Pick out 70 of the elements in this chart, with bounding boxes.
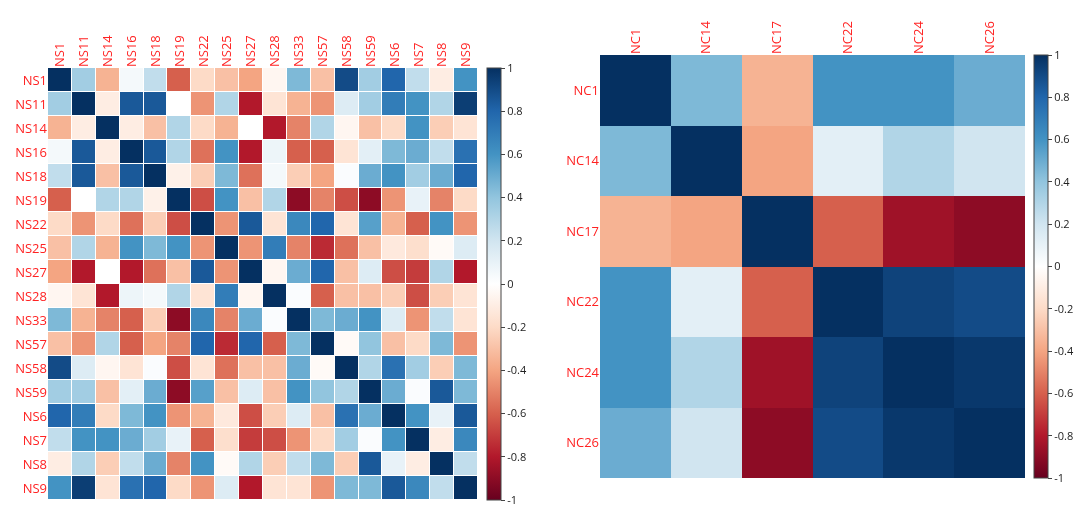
y-tick-label: NC24 bbox=[566, 362, 600, 381]
y-tick-label: NS25 bbox=[15, 238, 47, 257]
x-tick-label: NS57 bbox=[312, 35, 331, 67]
x-tick-label: NS16 bbox=[121, 35, 140, 67]
x-tick-label: NC1 bbox=[625, 28, 644, 54]
color-bar-label: 1 bbox=[507, 59, 514, 75]
x-tick-label: NS58 bbox=[336, 35, 355, 67]
x-tick-label: NS19 bbox=[169, 35, 188, 67]
color-bar-label: 0.2 bbox=[1054, 216, 1070, 232]
x-tick-label: NS8 bbox=[432, 42, 451, 67]
y-tick-label: NC22 bbox=[566, 292, 599, 311]
y-tick-label: NC26 bbox=[566, 433, 599, 452]
y-tick-label: NC17 bbox=[566, 221, 599, 240]
color-bar-label: -1 bbox=[1054, 469, 1065, 485]
color-bar-label: 1 bbox=[1054, 46, 1061, 62]
x-tick-label: NC14 bbox=[696, 20, 715, 54]
color-bar-label: -0.4 bbox=[1054, 342, 1074, 358]
color-bar-label: 0.4 bbox=[507, 189, 524, 205]
color-bar-label: 0.6 bbox=[1054, 131, 1070, 147]
y-tick-label: NS7 bbox=[22, 430, 47, 449]
color-bar-label: -0.2 bbox=[507, 319, 527, 335]
y-tick-label: NS9 bbox=[22, 478, 47, 497]
color-bar-label: -1 bbox=[507, 491, 518, 507]
color-bar-label: -0.6 bbox=[507, 405, 527, 421]
x-tick-label: NS27 bbox=[241, 35, 260, 67]
y-tick-label: NS19 bbox=[15, 190, 47, 209]
y-tick-label: NS1 bbox=[22, 70, 47, 89]
x-tick-label: NS1 bbox=[50, 42, 69, 67]
color-bar-label: -0.8 bbox=[507, 448, 527, 464]
color-bar-label: 0.2 bbox=[507, 232, 523, 248]
y-tick-label: NS33 bbox=[15, 310, 47, 329]
x-tick-label: NS11 bbox=[74, 35, 93, 67]
x-tick-label: NS33 bbox=[289, 35, 308, 67]
x-tick-label: NS18 bbox=[145, 35, 164, 67]
x-tick-label: NS14 bbox=[97, 34, 116, 67]
x-tick-label: NS9 bbox=[456, 42, 475, 67]
x-tick-label: NC22 bbox=[838, 21, 857, 54]
y-tick-label: NS14 bbox=[15, 118, 48, 137]
color-bar-label: 0 bbox=[1054, 258, 1061, 274]
y-tick-label: NS59 bbox=[15, 382, 47, 401]
x-tick-label: NS59 bbox=[360, 35, 379, 67]
color-bar-label: 0 bbox=[507, 275, 514, 291]
color-bar-label: 0.6 bbox=[507, 146, 523, 162]
color-bar-label: -0.6 bbox=[1054, 385, 1074, 401]
color-bar-label: 0.4 bbox=[1054, 173, 1071, 189]
x-tick-label: NS25 bbox=[217, 35, 236, 67]
y-tick-label: NS22 bbox=[15, 214, 47, 233]
x-tick-label: NC17 bbox=[767, 21, 786, 54]
y-tick-label: NC1 bbox=[573, 80, 599, 99]
y-tick-label: NS57 bbox=[15, 334, 47, 353]
x-tick-label: NS22 bbox=[193, 35, 212, 67]
y-tick-label: NS27 bbox=[15, 262, 47, 281]
y-tick-label: NS58 bbox=[15, 358, 47, 377]
color-bar-label: -0.8 bbox=[1054, 427, 1074, 443]
y-tick-label: NC14 bbox=[566, 151, 600, 170]
y-tick-label: NS18 bbox=[15, 166, 47, 185]
x-tick-label: NS6 bbox=[384, 42, 403, 67]
x-tick-label: NS28 bbox=[265, 35, 284, 67]
y-tick-label: NS8 bbox=[22, 454, 47, 473]
x-tick-label: NC26 bbox=[979, 21, 998, 54]
color-bar-label: -0.2 bbox=[1054, 300, 1074, 316]
color-bar-label: 0.8 bbox=[1054, 89, 1070, 105]
color-bar-label: -0.4 bbox=[507, 362, 527, 378]
x-tick-label: NC24 bbox=[908, 20, 927, 54]
color-bar-label: 0.8 bbox=[507, 103, 523, 119]
y-tick-label: NS28 bbox=[15, 286, 47, 305]
y-tick-label: NS11 bbox=[15, 94, 47, 113]
y-tick-label: NS16 bbox=[15, 142, 47, 161]
x-tick-label: NS7 bbox=[408, 42, 427, 67]
y-tick-label: NS6 bbox=[22, 406, 47, 425]
